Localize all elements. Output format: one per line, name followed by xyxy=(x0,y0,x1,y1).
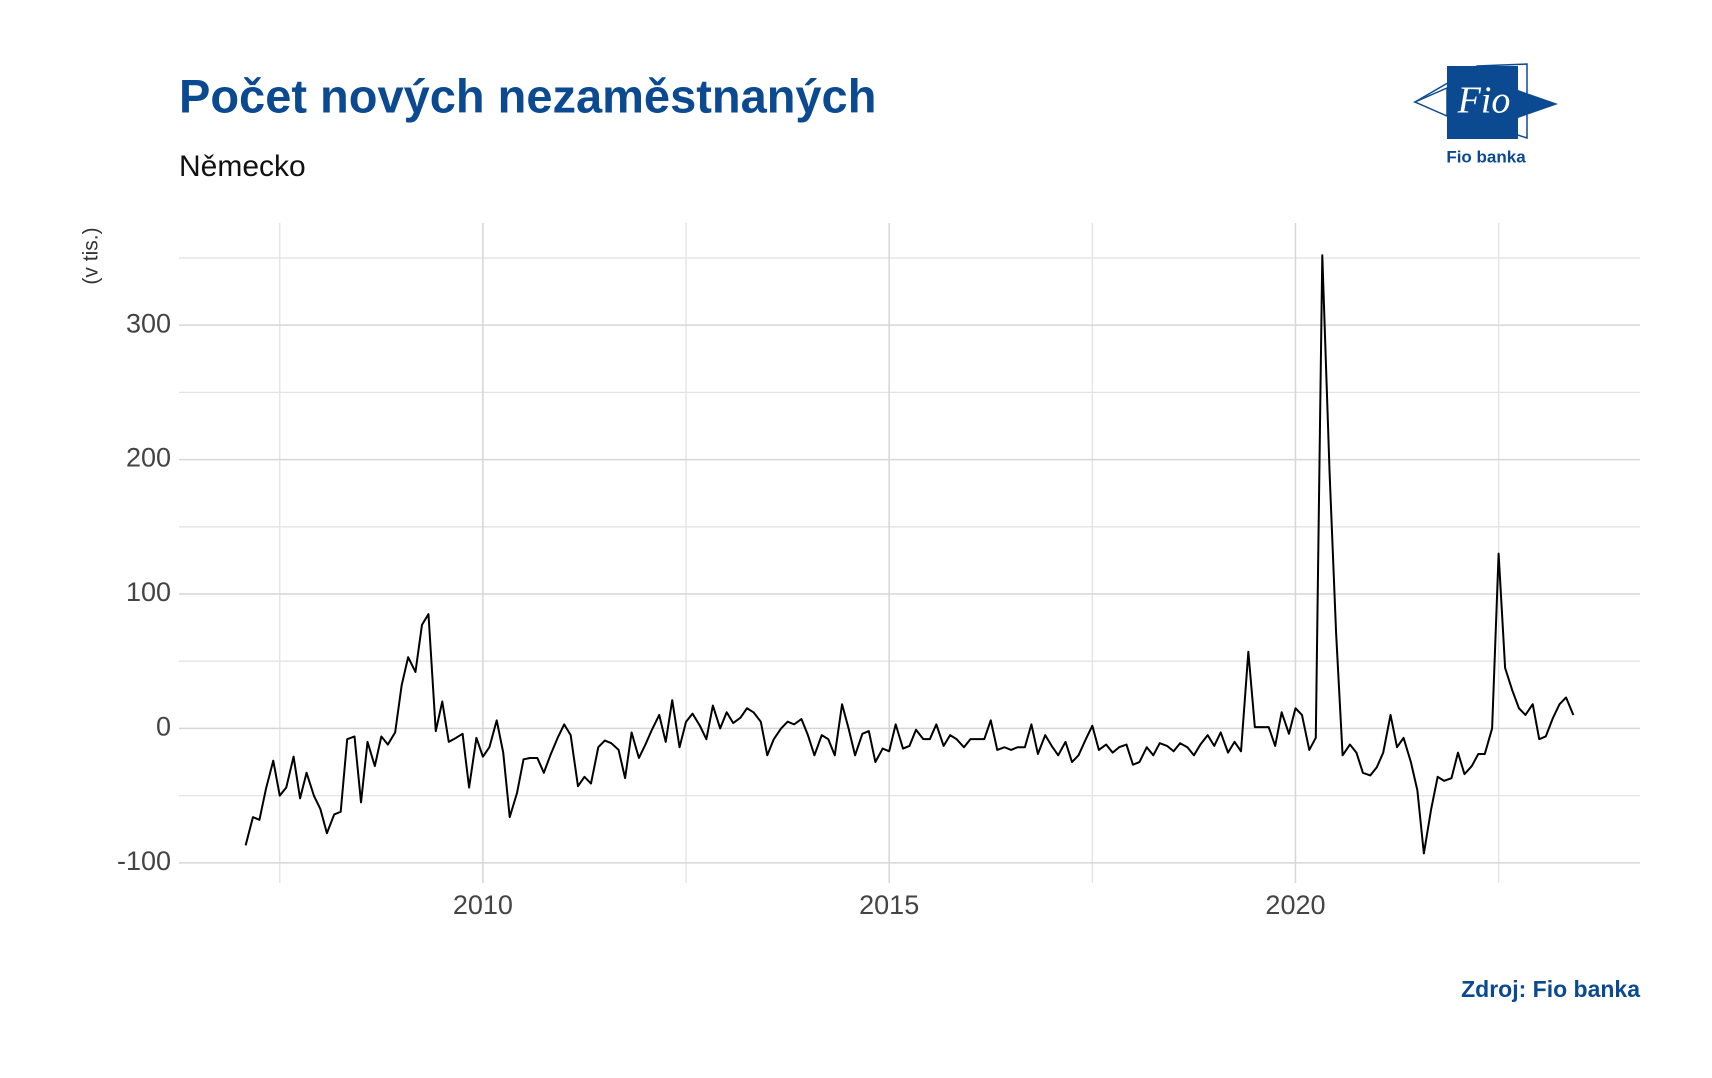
y-tick-label: 300 xyxy=(126,308,171,338)
logo-square xyxy=(1447,66,1518,139)
x-tick-label: 2010 xyxy=(453,890,513,920)
y-tick-label: 200 xyxy=(126,443,171,473)
logo-name: Fio banka xyxy=(1446,147,1526,166)
chart-title: Počet nových nezaměstnaných xyxy=(179,69,876,122)
data-line xyxy=(244,254,1575,855)
y-tick-label: -100 xyxy=(117,846,171,876)
source-note: Zdroj: Fio banka xyxy=(1461,976,1640,1002)
chart-subtitle: Německo xyxy=(179,150,306,183)
x-tick-label: 2015 xyxy=(859,890,919,920)
logo-mark: Fio xyxy=(1457,80,1511,122)
logo-arrow xyxy=(1518,90,1558,118)
y-axis-label: (v tis.) xyxy=(80,227,103,284)
logo: Fio Fio banka xyxy=(1413,63,1558,166)
y-tick-label: 100 xyxy=(126,577,171,607)
y-tick-label: 0 xyxy=(156,712,171,742)
logo-tip xyxy=(1413,86,1448,118)
x-tick-label: 2020 xyxy=(1265,890,1325,920)
